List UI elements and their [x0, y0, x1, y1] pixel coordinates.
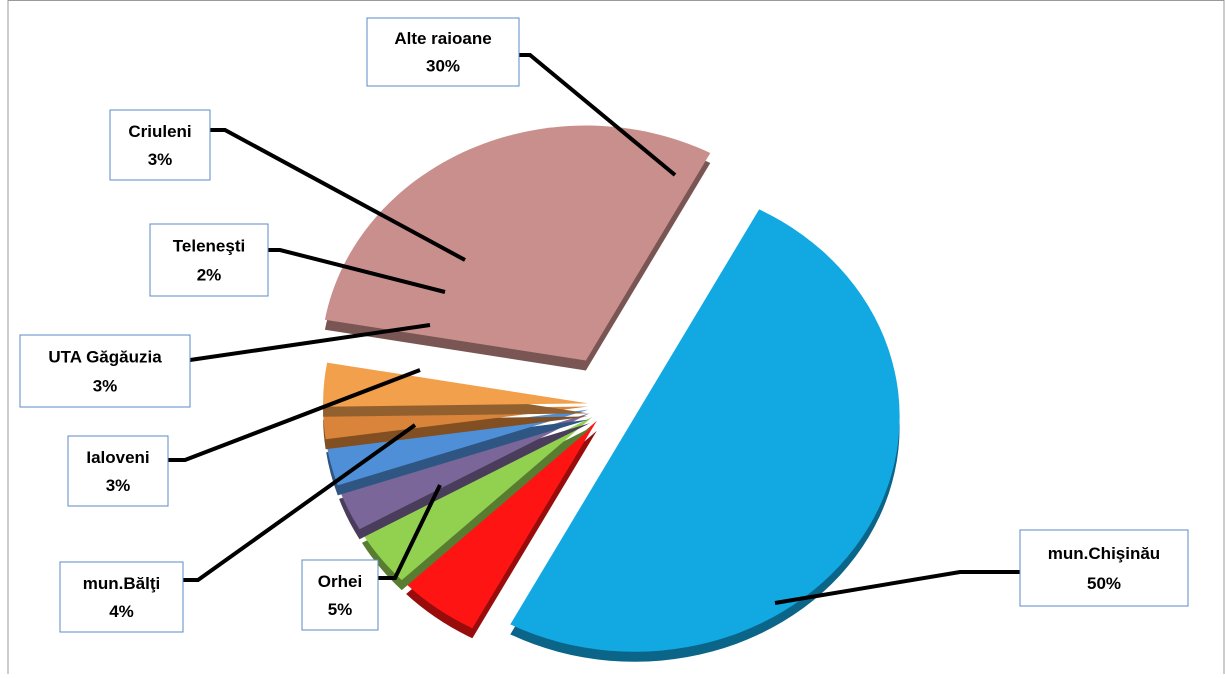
- label-box: [67, 435, 169, 507]
- value-label: 3%: [93, 376, 118, 395]
- leader-line: [168, 368, 421, 462]
- label-box: [19, 334, 191, 408]
- slice: [323, 362, 589, 407]
- slice-label: Alte raioane: [394, 29, 491, 48]
- pie: [323, 125, 900, 662]
- leader-line: [183, 423, 417, 582]
- leader-line: [210, 128, 466, 262]
- slice-side: [339, 423, 590, 540]
- slice-label: Teleneşti: [173, 237, 245, 256]
- slice-label: mun.Chişinău: [1048, 544, 1160, 563]
- slice-label: Criuleni: [128, 122, 191, 141]
- leader-line: [268, 248, 446, 294]
- slice: [361, 416, 593, 581]
- slice-label: Ialoveni: [86, 448, 149, 467]
- value-label: 2%: [197, 265, 222, 284]
- slice: [406, 420, 597, 629]
- slice: [326, 409, 589, 486]
- leader-line: [774, 570, 1020, 605]
- slice: [324, 125, 711, 361]
- slice-side: [326, 419, 589, 496]
- leader-line: [189, 323, 431, 362]
- value-label: 3%: [148, 150, 173, 169]
- slice: [339, 413, 590, 530]
- slice-label: mun.Bălţi: [83, 574, 160, 593]
- value-label: 3%: [106, 476, 131, 495]
- value-label: 4%: [109, 602, 134, 621]
- label-box: [149, 223, 269, 297]
- leader-line: [519, 53, 677, 177]
- value-label: 5%: [328, 600, 353, 619]
- label-box: [109, 109, 211, 181]
- label-box: [59, 561, 184, 633]
- slice-label: Orhei: [318, 572, 362, 591]
- slice-label: UTA Găgăuzia: [48, 348, 162, 367]
- label-box: [301, 559, 379, 631]
- value-label: 50%: [1087, 574, 1121, 593]
- label-box: [1019, 529, 1189, 607]
- labels: mun.Chişinău 50% Orhei 5% mun.Bălţi 4% Ialoven…: [19, 17, 1189, 633]
- label-box: [366, 17, 520, 87]
- value-label: 30%: [426, 56, 460, 75]
- slice: [510, 209, 900, 652]
